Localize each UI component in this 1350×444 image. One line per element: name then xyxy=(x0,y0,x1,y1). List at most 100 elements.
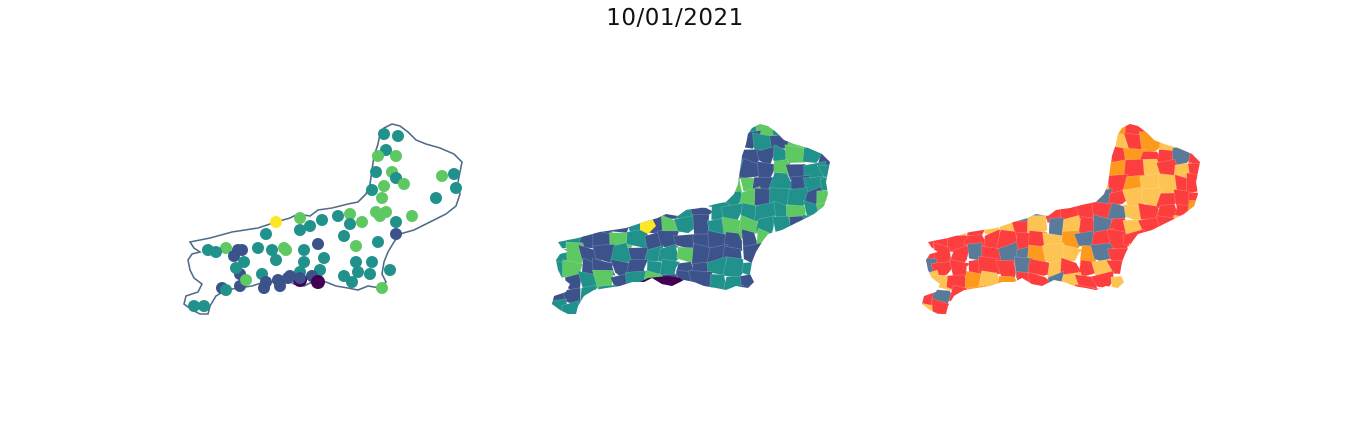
region-cell xyxy=(693,289,713,310)
region-cell xyxy=(1011,134,1039,153)
bubble-marker xyxy=(280,244,292,256)
region-cell xyxy=(788,318,811,330)
region-cell xyxy=(949,160,971,183)
region-cell xyxy=(672,159,700,180)
region-cell xyxy=(1142,230,1163,253)
region-cell xyxy=(1126,275,1147,296)
region-cell xyxy=(719,130,748,151)
region-cell xyxy=(922,200,942,224)
region-cell xyxy=(562,124,583,137)
bubble-marker xyxy=(370,206,382,218)
region-cell xyxy=(772,242,791,265)
region-cell xyxy=(946,124,971,141)
region-cell xyxy=(565,172,586,194)
region-cell xyxy=(575,302,600,314)
region-cell xyxy=(564,216,588,239)
region-cell xyxy=(1109,286,1135,307)
bubble-marker xyxy=(298,256,310,268)
region-cell xyxy=(833,192,848,207)
region-cell xyxy=(592,202,617,223)
region-cell xyxy=(688,175,716,195)
region-cell xyxy=(1090,270,1114,289)
page-title: 10/01/2021 xyxy=(606,5,744,31)
region-cell xyxy=(1042,313,1067,314)
region-cell xyxy=(708,289,729,306)
bubble-map xyxy=(180,110,480,330)
bubble-marker xyxy=(312,238,324,250)
region-cell xyxy=(678,186,693,212)
region-cell xyxy=(580,144,604,167)
region-cell xyxy=(641,304,665,314)
region-cell xyxy=(978,133,1006,155)
region-cell xyxy=(1204,285,1218,307)
region-cell xyxy=(610,219,633,234)
region-cell xyxy=(722,256,744,278)
region-cell xyxy=(982,124,1002,141)
region-cell xyxy=(804,124,824,138)
region-cell xyxy=(593,144,617,170)
region-cell xyxy=(930,312,957,314)
region-cell xyxy=(786,231,811,252)
region-cell xyxy=(1126,286,1150,307)
bubble-marker xyxy=(384,264,396,276)
region-cell xyxy=(1089,287,1115,305)
bubble-marker xyxy=(294,224,306,236)
region-cell xyxy=(739,272,760,293)
region-cell xyxy=(961,190,989,211)
region-cell xyxy=(611,124,634,140)
region-cell xyxy=(994,173,1017,197)
bubble-marker xyxy=(366,184,378,196)
bubble-marker xyxy=(430,192,442,204)
region-cell xyxy=(552,200,567,224)
region-cell xyxy=(1046,302,1066,314)
region-cell xyxy=(1206,231,1218,254)
region-cell xyxy=(576,192,603,209)
region-cell xyxy=(1011,298,1034,314)
region-cell xyxy=(838,285,848,307)
region-cell xyxy=(965,130,985,154)
region-cell xyxy=(690,187,714,207)
region-cell xyxy=(1143,315,1166,330)
region-cell xyxy=(1186,200,1200,223)
region-cell xyxy=(1030,298,1052,314)
region-cell xyxy=(644,312,668,314)
region-cell xyxy=(706,133,730,153)
region-cell xyxy=(1123,312,1150,314)
region-cell xyxy=(628,287,648,307)
region-cell xyxy=(949,313,970,314)
region-cell xyxy=(1154,270,1177,292)
bubble-marker xyxy=(188,300,200,312)
region-cell xyxy=(1204,192,1218,204)
region-cell xyxy=(592,158,619,181)
region-cell xyxy=(1174,243,1195,265)
region-cell xyxy=(1013,285,1033,307)
region-cell xyxy=(1208,173,1218,194)
region-cell xyxy=(1016,144,1037,167)
region-cell xyxy=(1081,315,1099,330)
region-cell xyxy=(560,190,582,211)
bubble-marker xyxy=(318,252,330,264)
region-cell xyxy=(1174,290,1194,306)
bubble-marker xyxy=(198,300,210,312)
municipality-regions xyxy=(552,124,848,330)
region-cell xyxy=(820,234,830,253)
region-cell xyxy=(1159,298,1180,314)
region-cell xyxy=(677,285,698,308)
region-cell xyxy=(755,270,777,294)
region-cell xyxy=(983,190,1005,209)
bubble-marker xyxy=(240,274,252,286)
region-cell xyxy=(1187,300,1200,314)
region-cell xyxy=(625,270,647,296)
region-cell xyxy=(1203,317,1218,330)
bubble-marker xyxy=(352,266,364,278)
region-cell xyxy=(643,175,668,192)
bubble-marker xyxy=(370,166,382,178)
region-cell xyxy=(1027,215,1048,234)
bubble-marker xyxy=(298,244,310,256)
region-cell xyxy=(963,144,984,169)
region-cell xyxy=(657,230,680,248)
region-cell xyxy=(1091,303,1117,314)
region-cell xyxy=(1028,164,1049,179)
region-cell xyxy=(1058,188,1082,209)
region-cell xyxy=(1173,230,1198,250)
